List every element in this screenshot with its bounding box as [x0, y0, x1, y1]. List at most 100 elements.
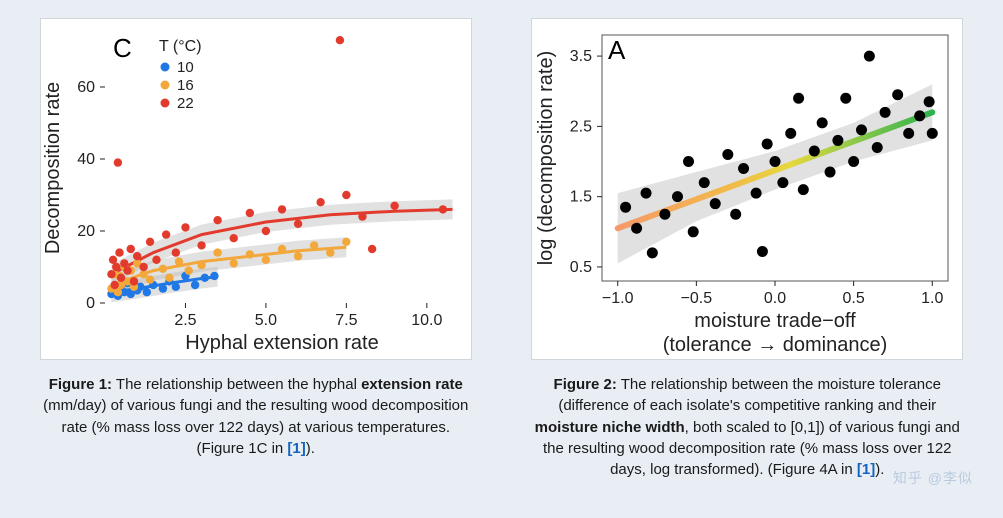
fig1-point — [310, 241, 318, 249]
fig1-point — [146, 275, 154, 283]
figure2-caption: Figure 2: The relationship between the m… — [527, 374, 967, 480]
caption1-bold-a: extension rate — [361, 376, 463, 393]
figure1-panel: 2.55.07.510.00204060Hyphal extension rat… — [40, 18, 472, 360]
fig2-xlabel: moisture trade−off — [695, 310, 857, 332]
fig1-point — [109, 256, 117, 264]
fig1-point — [261, 256, 269, 264]
fig1-point — [117, 274, 125, 282]
caption2-bold-a: moisture niche width — [535, 419, 685, 436]
fig1-point — [181, 223, 189, 231]
caption1-text-c: ). — [306, 440, 315, 457]
fig1-point — [245, 209, 253, 217]
fig1-point — [130, 277, 138, 285]
fig1-point — [261, 227, 269, 235]
figure1-column: 2.55.07.510.00204060Hyphal extension rat… — [24, 18, 488, 506]
fig2-point — [710, 198, 721, 209]
fig2-point — [872, 142, 883, 153]
fig1-point — [210, 272, 218, 280]
fig1-ytick: 0 — [86, 295, 95, 312]
fig1-ytick: 40 — [77, 151, 95, 168]
fig1-legend-marker — [160, 99, 169, 108]
fig1-ylabel: Decomposition rate — [42, 82, 64, 254]
fig1-point — [229, 234, 237, 242]
fig1-point — [126, 245, 134, 253]
fig2-point — [672, 191, 683, 202]
fig1-point — [326, 248, 334, 256]
fig1-point — [120, 259, 128, 267]
figure2-svg: −1.0−0.50.0 0.5 1.00.51.52.53.5moisture … — [532, 19, 962, 359]
fig2-point — [620, 202, 631, 213]
fig2-point — [770, 156, 781, 167]
fig2-xtick: −1.0 — [602, 290, 634, 307]
fig2-point — [762, 138, 773, 149]
fig1-point — [171, 248, 179, 256]
fig1-point — [278, 205, 286, 213]
fig2-point — [631, 223, 642, 234]
fig1-legend-label: 22 — [177, 95, 194, 112]
fig2-ytick: 0.5 — [570, 259, 592, 276]
fig1-point — [184, 266, 192, 274]
fig1-legend-title: T (°C) — [159, 38, 202, 55]
figure2-column: −1.0−0.50.0 0.5 1.00.51.52.53.5moisture … — [516, 18, 980, 506]
fig2-xtick: 1.0 — [921, 290, 943, 307]
fig2-point — [683, 156, 694, 167]
fig2-ylabel: log (decomposition rate) — [535, 51, 557, 266]
fig1-point — [342, 238, 350, 246]
fig2-point — [738, 163, 749, 174]
fig1-legend-marker — [160, 81, 169, 90]
figure1-svg: 2.55.07.510.00204060Hyphal extension rat… — [41, 19, 471, 359]
fig1-point — [390, 202, 398, 210]
fig1-point — [152, 256, 160, 264]
caption1-text-b: (mm/day) of various fungi and the result… — [43, 397, 468, 457]
fig2-point — [660, 209, 671, 220]
fig1-point — [342, 191, 350, 199]
fig2-point — [927, 128, 938, 139]
fig1-point — [158, 265, 166, 273]
fig2-point — [825, 167, 836, 178]
fig1-xtick: 2.5 — [174, 312, 196, 329]
fig1-xlabel: Hyphal extension rate — [185, 332, 378, 354]
fig1-point — [113, 288, 121, 296]
fig1-point — [171, 283, 179, 291]
fig1-point — [146, 238, 154, 246]
fig2-point — [880, 107, 891, 118]
fig2-point — [785, 128, 796, 139]
fig2-point — [833, 135, 844, 146]
fig1-point — [112, 263, 120, 271]
fig2-point — [809, 145, 820, 156]
fig2-point — [924, 96, 935, 107]
fig2-point — [856, 124, 867, 135]
fig1-point — [115, 248, 123, 256]
fig2-point — [730, 209, 741, 220]
fig2-xlabel2: (tolerance → dominance) — [663, 334, 888, 356]
fig1-ytick: 60 — [77, 79, 95, 96]
fig1-point — [191, 281, 199, 289]
caption1-text-a: The relationship between the hyphal — [112, 376, 361, 393]
fig1-xtick: 7.5 — [335, 312, 357, 329]
fig2-point — [778, 177, 789, 188]
fig2-point — [914, 110, 925, 121]
fig1-point — [142, 288, 150, 296]
figure1-caption: Figure 1: The relationship between the h… — [36, 374, 476, 459]
fig1-point — [294, 252, 302, 260]
fig1-point — [200, 274, 208, 282]
fig1-point — [139, 270, 147, 278]
fig2-point — [903, 128, 914, 139]
fig1-point — [316, 198, 324, 206]
fig1-point — [162, 230, 170, 238]
fig1-point — [213, 216, 221, 224]
figure2-panel: −1.0−0.50.0 0.5 1.00.51.52.53.5moisture … — [531, 18, 963, 360]
fig1-legend-marker — [160, 63, 169, 72]
caption1-prefix: Figure 1: — [49, 376, 112, 393]
fig1-panel-letter: C — [113, 33, 132, 63]
fig1-point — [113, 158, 121, 166]
fig2-point — [751, 188, 762, 199]
fig2-point — [688, 226, 699, 237]
fig1-point — [107, 270, 115, 278]
fig2-point — [848, 156, 859, 167]
caption2-text-c: ). — [875, 461, 884, 478]
caption2-ref: [1] — [857, 461, 875, 478]
fig2-point — [699, 177, 710, 188]
fig2-xtick: −0.5 — [681, 290, 713, 307]
fig2-ytick: 3.5 — [570, 48, 592, 65]
